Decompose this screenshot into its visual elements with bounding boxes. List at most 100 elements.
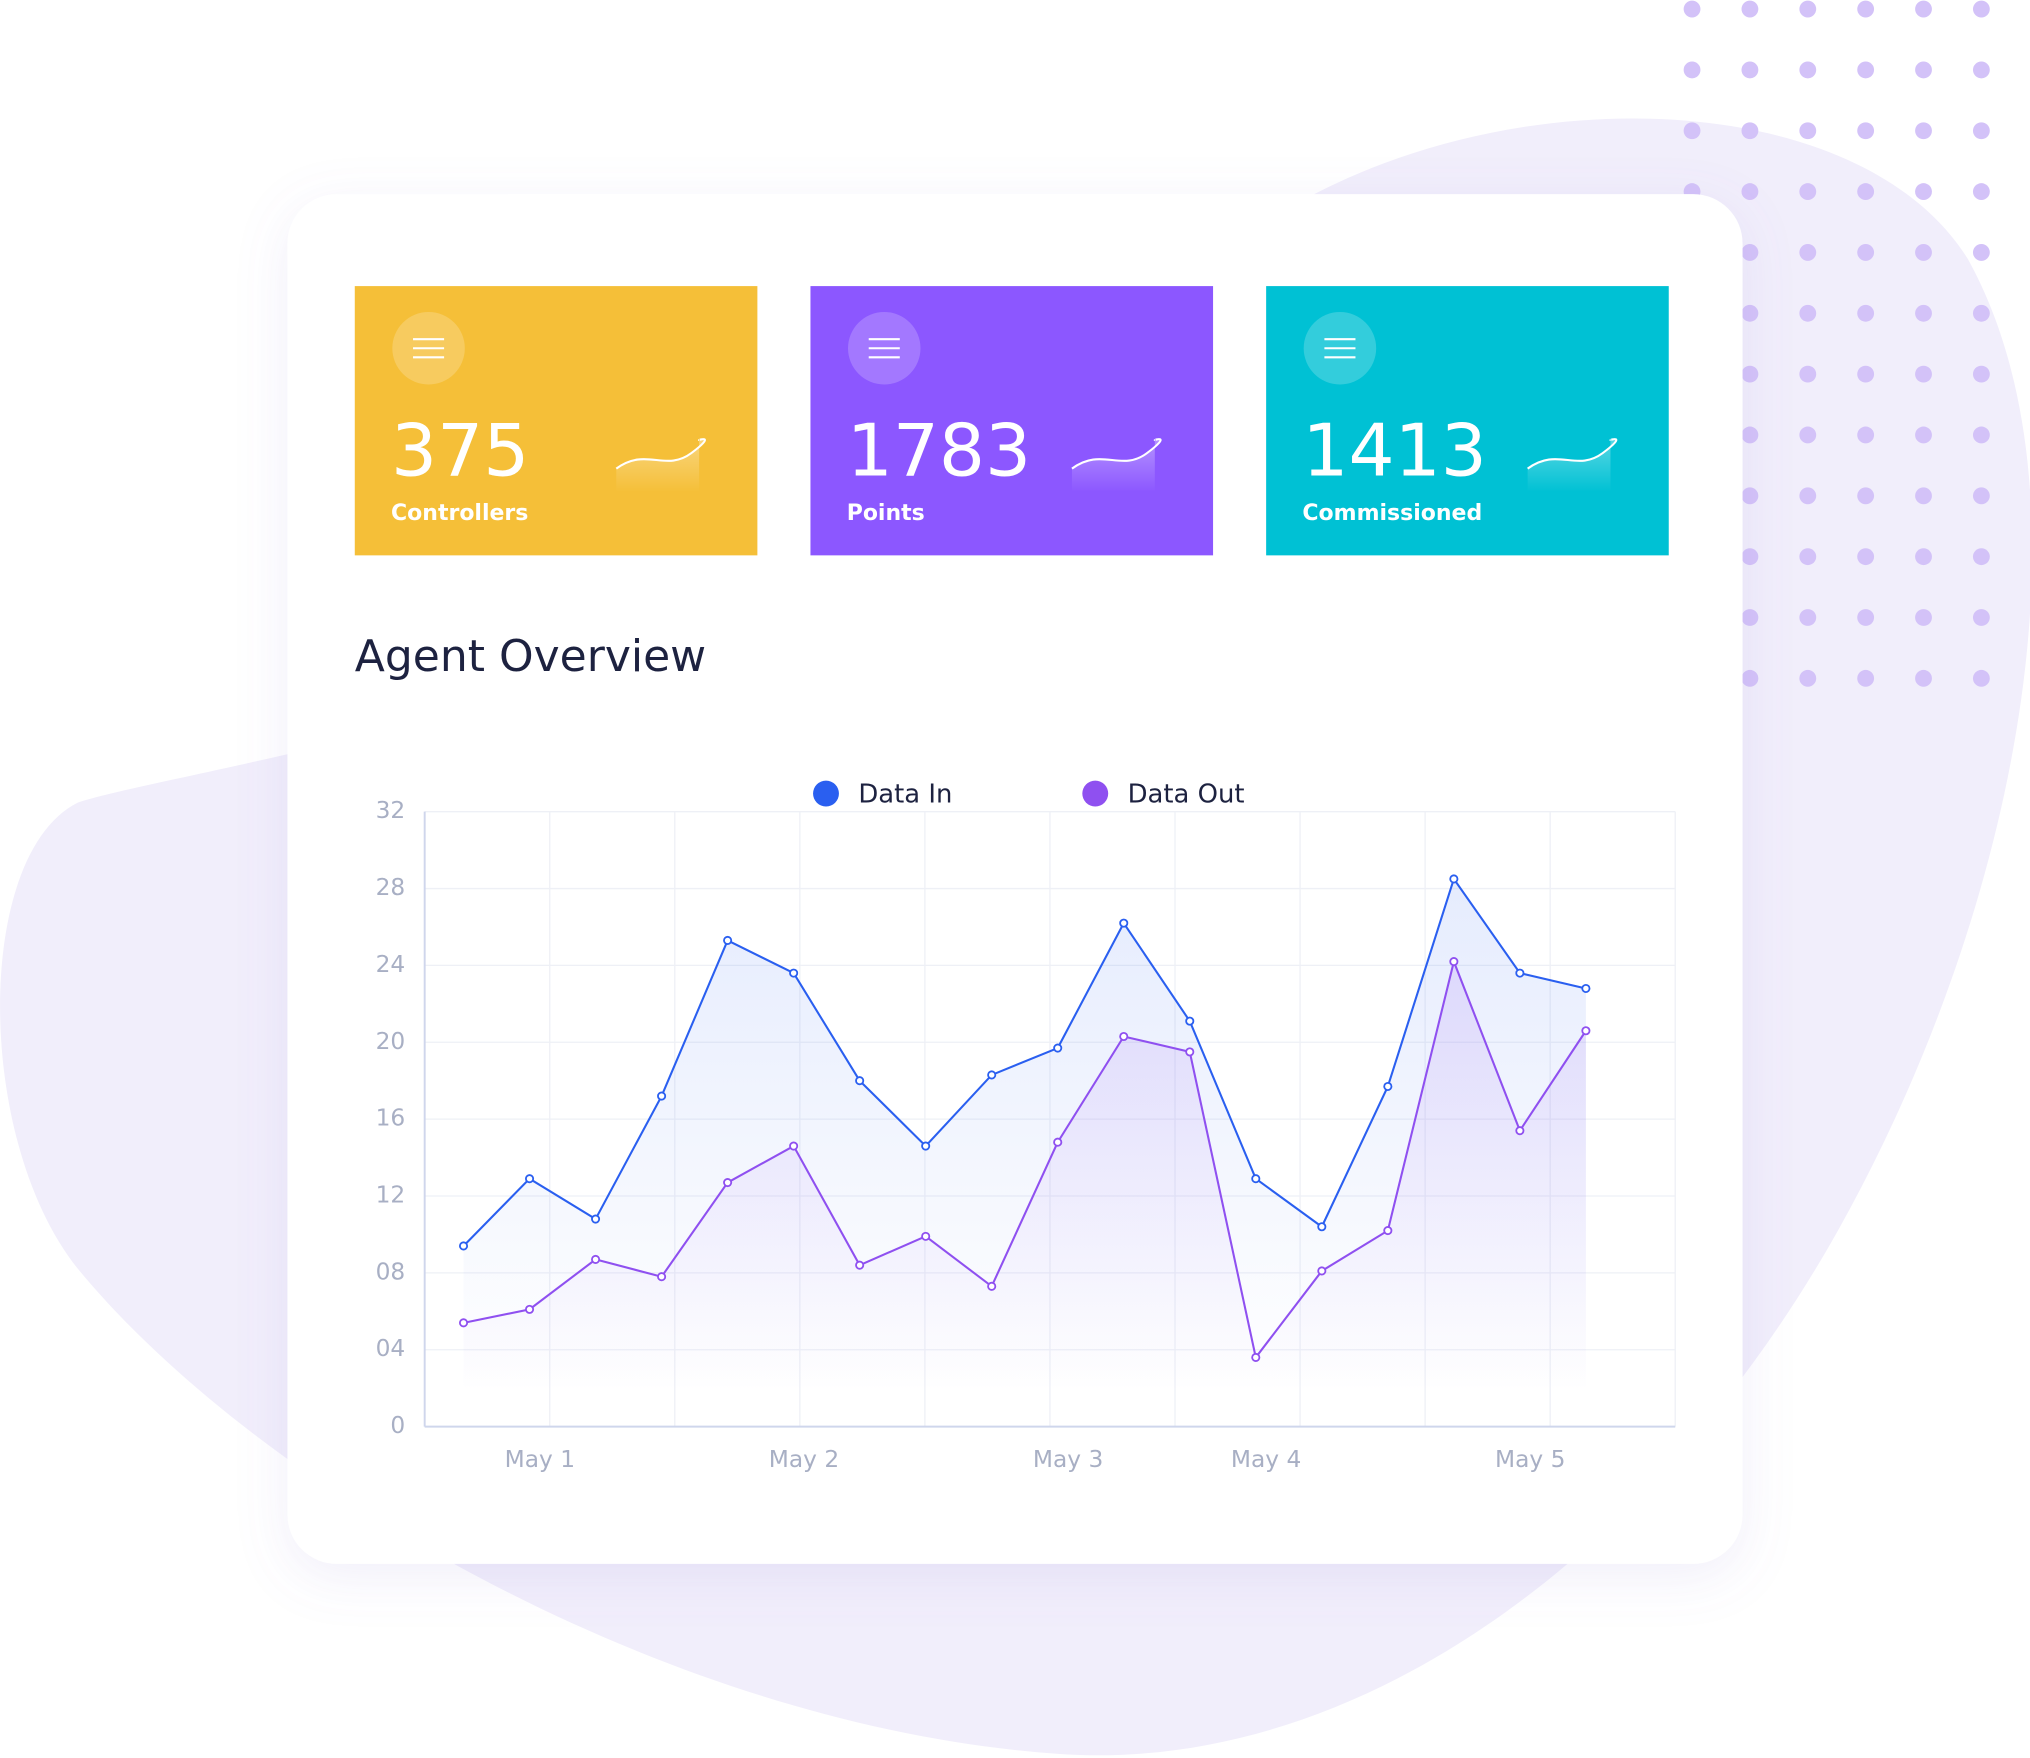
dot <box>1915 365 1932 383</box>
dot <box>1972 669 1990 687</box>
point <box>1515 968 1525 978</box>
area <box>463 961 1586 1395</box>
dot <box>1915 122 1932 140</box>
dot <box>1915 0 1932 18</box>
point <box>1251 1352 1261 1362</box>
point <box>1515 1126 1525 1136</box>
card-label: Controllers <box>391 501 528 526</box>
dot <box>1741 244 1759 261</box>
y-tick-label: 08 <box>376 1258 406 1285</box>
dot <box>1857 122 1875 140</box>
point <box>1383 1226 1393 1236</box>
dot <box>1741 0 1759 18</box>
dot <box>1799 487 1817 505</box>
dot <box>1972 61 1990 79</box>
sparkline <box>1527 438 1618 470</box>
dot <box>1799 669 1817 687</box>
legend-swatch <box>1082 780 1109 807</box>
dot <box>1799 548 1817 566</box>
dot <box>1857 61 1875 79</box>
point <box>1251 1174 1261 1184</box>
chart: 0 04 08 12 16 20 24 28 32 May 1 May 2 May 3 May 4 May… <box>376 779 1676 1473</box>
y-tick-label: 28 <box>376 874 406 901</box>
dot <box>1799 61 1817 79</box>
dot <box>1972 487 1990 505</box>
dot <box>1857 426 1875 444</box>
dot <box>1915 183 1932 201</box>
card-icon <box>868 338 900 359</box>
dot <box>1741 304 1759 322</box>
dot <box>1857 183 1875 201</box>
stat-card: 1783 Points <box>810 286 1214 556</box>
dot <box>1915 426 1932 444</box>
dot <box>1741 487 1759 505</box>
point <box>1053 1137 1063 1147</box>
dot <box>1972 365 1990 383</box>
dot <box>1972 122 1990 140</box>
x-tick-label: May 4 <box>1231 1446 1301 1473</box>
point <box>525 1304 535 1314</box>
dot <box>1972 609 1990 626</box>
card-bg <box>1266 286 1669 556</box>
stat-card: 375 Controllers <box>354 286 758 556</box>
dot <box>1799 365 1817 383</box>
sparkline-fill <box>1527 439 1617 492</box>
dot <box>1741 548 1759 566</box>
dot <box>1915 669 1932 687</box>
card-bg <box>354 286 758 556</box>
dot <box>1741 122 1759 140</box>
point <box>855 1260 865 1270</box>
legend-swatch <box>813 780 839 807</box>
card-value: 1783 <box>847 410 1031 494</box>
point <box>723 1178 733 1188</box>
chart-title: Agent Overview <box>355 631 706 682</box>
point <box>789 1141 799 1151</box>
dot <box>1915 61 1932 79</box>
dot <box>1683 122 1701 140</box>
dot <box>1972 426 1990 444</box>
y-tick-label: 24 <box>376 951 406 978</box>
dot <box>1741 426 1759 444</box>
line <box>463 958 1587 1360</box>
point <box>1449 874 1459 884</box>
point <box>1581 983 1591 994</box>
sparkline <box>1071 438 1162 470</box>
dot <box>1915 609 1932 626</box>
card-value: 1413 <box>1302 410 1486 494</box>
dot <box>1857 487 1875 505</box>
sparkline-fill <box>1071 439 1161 492</box>
y-tick-label: 32 <box>376 797 406 824</box>
sparkline-fill <box>616 439 705 492</box>
dot <box>1915 487 1932 505</box>
dot <box>1799 304 1817 322</box>
dot <box>1857 609 1875 626</box>
dot-grid <box>1683 0 1990 687</box>
card-label: Points <box>847 501 925 526</box>
card-icon <box>413 338 445 359</box>
point <box>1119 918 1129 928</box>
dot <box>1799 244 1817 261</box>
dot <box>1799 122 1817 140</box>
dot <box>1683 61 1701 79</box>
card-icon <box>1324 338 1356 359</box>
y-tick-label: 0 <box>390 1412 405 1439</box>
legend-label: Data Out <box>1128 779 1245 809</box>
y-tick-label: 12 <box>376 1182 406 1209</box>
point <box>987 1281 997 1291</box>
x-tick-label: May 2 <box>769 1446 839 1473</box>
dot <box>1799 183 1817 201</box>
point <box>591 1254 601 1264</box>
y-tick-label: 16 <box>376 1105 406 1132</box>
dot <box>1741 183 1759 201</box>
dot <box>1857 0 1875 18</box>
card-value: 375 <box>391 410 529 494</box>
point <box>1119 1031 1129 1042</box>
dot <box>1857 365 1875 383</box>
dot <box>1741 61 1759 79</box>
dot <box>1972 244 1990 261</box>
x-tick-label: May 1 <box>505 1446 575 1473</box>
point <box>855 1076 865 1086</box>
dot <box>1799 0 1817 18</box>
dot <box>1741 669 1759 687</box>
